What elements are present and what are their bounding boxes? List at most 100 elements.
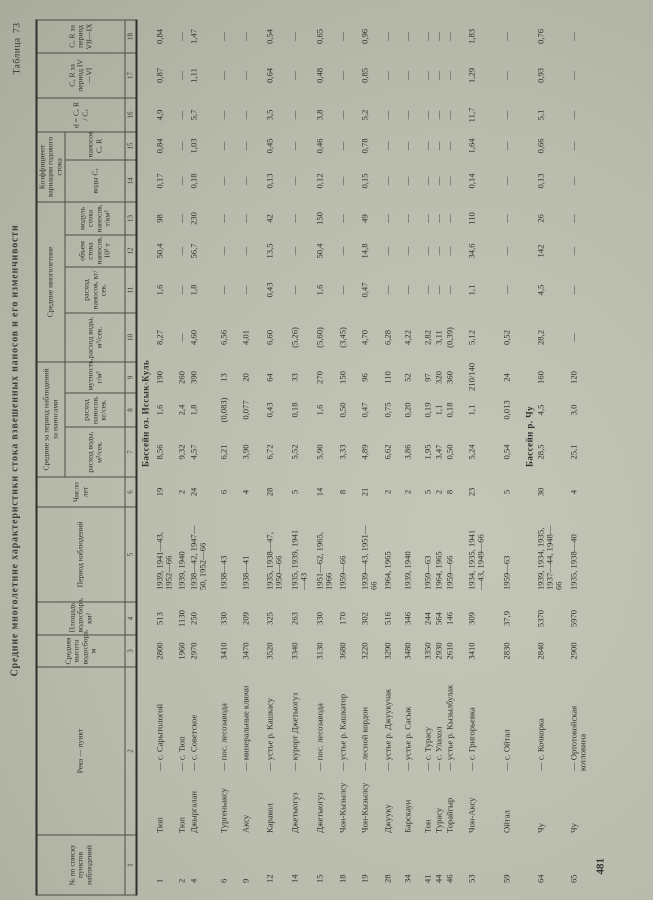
cell-sediment-module: —: [433, 213, 444, 223]
cell-period: 1959—63: [422, 555, 433, 590]
cell-years: 19: [154, 487, 165, 496]
point-name: — с. Тюп: [176, 735, 187, 771]
cell-sediment-volume: —: [501, 246, 512, 255]
cell-area: 209: [240, 611, 251, 625]
cell-mean-height: 2830: [501, 641, 512, 660]
cell-period: 1964, 1965: [382, 550, 393, 590]
cell-sediment-module: —: [240, 213, 251, 223]
header-sediment-volume: объем стока наносов, 10³ т: [64, 234, 125, 267]
cell-period: 1935, 1938—47, 1950—66: [264, 531, 284, 590]
header-mean-height: Средняя высота водосбора, м: [36, 629, 125, 667]
cell-period: 1939, 1934, 1935, 1937—44, 1948—66: [535, 525, 564, 590]
station-number: 12: [264, 873, 275, 883]
column-number: 10: [124, 312, 137, 362]
cell-cv-vii-ix: —: [422, 31, 433, 41]
cell-water-discharge-period: 5,90: [314, 443, 325, 460]
cell-mean-height: 3470: [240, 641, 251, 660]
river-name: Торайгыр: [444, 797, 455, 833]
river-point: Чон-Кызылсу — устье р. Кашкатор: [337, 667, 359, 835]
station-number: 4: [188, 878, 199, 883]
cell-mean-height: 1960: [176, 641, 187, 660]
cell-years: 6: [218, 489, 229, 494]
cell-sediment-volume: —: [444, 246, 455, 255]
cell-cv-water: —: [176, 176, 187, 185]
table-row: 2 Тюп — с. Тюп 1960 1130 1939, 1940 2 9,32 2,4 26…: [176, 19, 188, 894]
cell-cv-sediment: —: [501, 141, 512, 150]
header-water-discharge-longterm: расход воды, м³/сек.: [64, 312, 125, 362]
cell-cv-sediment: 0,46: [314, 137, 325, 153]
cell-cv-iv-vi: —: [568, 70, 579, 80]
column-number: 2: [124, 666, 137, 835]
table-row: 59 Ойтал — с. Ойтал 2830 37,9 1959—63 5 0,54 0,0…: [501, 19, 523, 894]
cell-water-discharge-period: 4,89: [359, 443, 370, 460]
cell-area: 37,9: [501, 610, 512, 626]
cell-period: 1938—43: [218, 555, 229, 590]
cell-cv-iv-vi: —: [382, 70, 393, 80]
cell-water-discharge-period: 5,24: [466, 443, 477, 460]
cell-turbidity: 390: [188, 370, 199, 384]
cell-cv-iv-vi: —: [218, 70, 229, 80]
cell-cv-water: 0,13: [535, 172, 546, 188]
cell-cv-water: —: [240, 176, 251, 185]
point-name: — устье р. Кызылбулак: [444, 684, 455, 771]
cell-sediment-discharge-period: 4,5: [535, 404, 546, 415]
table-row: 15 Джетыогуз — пос. лесозавода 3130 330 1951—…: [314, 19, 337, 894]
cell-area: 346: [402, 611, 413, 625]
cell-water-discharge-period: 1,95: [422, 443, 433, 460]
cell-d-ratio: —: [289, 110, 300, 119]
cell-sediment-module: —: [402, 213, 413, 223]
cell-sediment-module: 49: [359, 213, 370, 223]
cell-cv-vii-ix: 0,76: [535, 28, 546, 44]
cell-sediment-volume: —: [382, 246, 393, 255]
cell-water-discharge-longterm: (5,60): [314, 326, 325, 348]
cell-sediment-discharge-period: 0,18: [444, 401, 455, 418]
cell-sediment-module: 150: [314, 211, 325, 225]
cell-sediment-volume: 50,4: [154, 242, 165, 259]
cell-d-ratio: 11,7: [466, 107, 477, 122]
station-number: 15: [314, 873, 325, 883]
cell-water-discharge-longterm: 6,60: [264, 329, 275, 345]
river-name: Барскаун: [402, 799, 413, 833]
station-number: 46: [444, 873, 455, 883]
cell-sediment-discharge-longterm: —: [402, 285, 413, 294]
cell-area: 325: [264, 611, 275, 625]
cell-period: 1959—63: [501, 555, 512, 590]
table-header: № по списку пунктов наблюдений Река — пу…: [36, 19, 137, 895]
point-name: — лесной кордон: [359, 706, 370, 771]
cell-turbidity: 52: [402, 372, 413, 382]
cell-area: 564: [433, 611, 444, 625]
point-name: — устье р. Кашкасу: [264, 697, 275, 771]
cell-area: 516: [382, 611, 393, 625]
cell-area: 330: [218, 611, 229, 625]
cell-mean-height: 3520: [264, 641, 275, 660]
cell-water-discharge-longterm: —: [176, 332, 187, 342]
river-point: Тюп — с. Сарытологой: [154, 667, 176, 835]
sediment-runoff-table: № по списку пунктов наблюдений Река — пу…: [35, 19, 588, 895]
cell-sediment-volume: —: [218, 246, 229, 255]
cell-sediment-discharge-period: 0,077: [240, 399, 251, 420]
river-point: Чон-Кызылсу — лесной кордон: [359, 667, 382, 835]
cell-period: 1939, 1941—43, 1952—66: [154, 531, 174, 590]
cell-period: 1935, 1938—40: [568, 533, 579, 590]
river-name: Ойтал: [501, 809, 512, 833]
cell-d-ratio: —: [402, 110, 413, 119]
cell-cv-sediment: —: [289, 141, 300, 150]
cell-cv-vii-ix: —: [337, 31, 348, 41]
cell-sediment-discharge-period: 0,19: [422, 401, 433, 418]
station-number: 14: [289, 873, 300, 883]
river-point: Ойтал — с. Ойтал: [501, 667, 523, 835]
station-number: 53: [466, 873, 477, 883]
cell-cv-vii-ix: —: [289, 31, 300, 41]
cell-sediment-volume: —: [422, 246, 433, 255]
cell-sediment-discharge-period: 0,75: [382, 401, 393, 418]
cell-sediment-volume: —: [289, 246, 300, 255]
table-number: 73: [12, 22, 22, 33]
cell-sediment-discharge-longterm: —: [382, 285, 393, 294]
cell-water-discharge-longterm: 28,2: [535, 329, 546, 345]
point-name: — с. Улахол: [433, 725, 444, 771]
cell-cv-vii-ix: 0,84: [154, 28, 165, 44]
cell-cv-vii-ix: —: [240, 31, 251, 41]
cell-sediment-module: —: [382, 213, 393, 223]
table-title: Средние многолетние характеристики стока…: [9, 223, 20, 677]
cell-sediment-module: —: [218, 213, 229, 223]
